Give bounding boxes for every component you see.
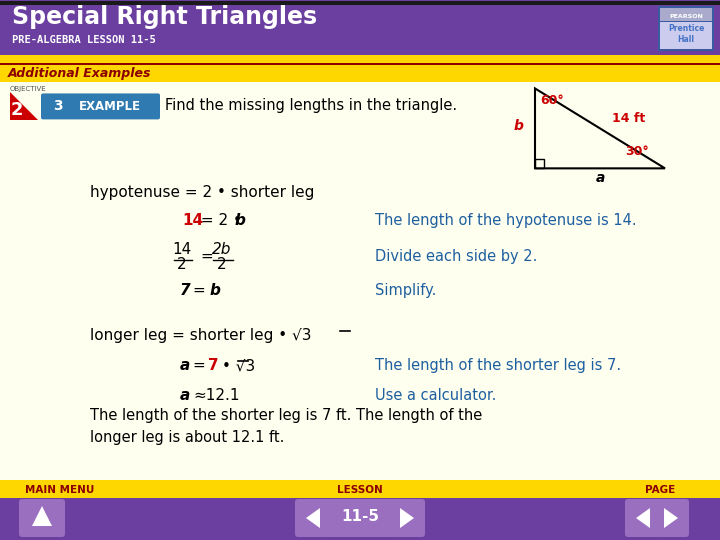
Bar: [660, 23, 712, 50]
Bar: [0, 64, 720, 65]
Text: 2: 2: [11, 102, 23, 119]
Text: Divide each side by 2.: Divide each side by 2.: [375, 249, 537, 264]
Text: 2: 2: [177, 257, 186, 272]
Bar: [535, 159, 544, 168]
Text: =: =: [200, 249, 212, 264]
Text: PRE-ALGEBRA LESSON 11-5: PRE-ALGEBRA LESSON 11-5: [12, 36, 156, 45]
Text: PEARSON: PEARSON: [669, 14, 703, 18]
Text: • √3: • √3: [222, 358, 256, 373]
Text: Prentice: Prentice: [668, 24, 704, 33]
Bar: [660, 8, 712, 22]
Text: Find the missing lengths in the triangle.: Find the missing lengths in the triangle…: [165, 98, 457, 113]
Text: a: a: [180, 388, 190, 403]
Text: The length of the hypotenuse is 14.: The length of the hypotenuse is 14.: [375, 213, 636, 228]
Bar: [0, 1, 720, 56]
Text: LESSON: LESSON: [337, 485, 383, 495]
Text: =: =: [192, 358, 204, 373]
Polygon shape: [10, 92, 38, 120]
Text: 14: 14: [182, 213, 203, 228]
Text: 7: 7: [180, 284, 191, 298]
Text: OBJECTIVE: OBJECTIVE: [10, 86, 47, 92]
Bar: [0, 65, 720, 83]
Text: 11-5: 11-5: [341, 509, 379, 524]
Text: 30°: 30°: [625, 145, 649, 158]
Text: The length of the shorter leg is 7 ft. The length of the
longer leg is about 12.: The length of the shorter leg is 7 ft. T…: [90, 408, 482, 445]
Polygon shape: [32, 506, 52, 526]
Text: Simplify.: Simplify.: [375, 284, 436, 298]
FancyBboxPatch shape: [391, 499, 425, 537]
Text: Hall: Hall: [678, 36, 695, 44]
Text: 14: 14: [172, 242, 192, 257]
Bar: [0, 56, 720, 64]
Bar: [0, 498, 720, 540]
Text: b: b: [210, 284, 221, 298]
FancyBboxPatch shape: [655, 499, 689, 537]
Text: 2b: 2b: [212, 242, 232, 257]
Text: 3: 3: [53, 99, 63, 113]
Polygon shape: [664, 508, 678, 528]
Bar: [0, 480, 720, 498]
Polygon shape: [636, 508, 650, 528]
Text: hypotenuse = 2 • shorter leg: hypotenuse = 2 • shorter leg: [90, 185, 315, 200]
FancyBboxPatch shape: [625, 499, 659, 537]
Polygon shape: [306, 508, 320, 528]
Text: MAIN MENU: MAIN MENU: [25, 485, 95, 495]
Bar: [0, 83, 720, 480]
Text: Special Right Triangles: Special Right Triangles: [12, 5, 317, 30]
Text: a: a: [180, 358, 190, 373]
Bar: [658, 5, 714, 51]
Text: = 2 •: = 2 •: [196, 213, 247, 228]
Text: a: a: [595, 171, 605, 185]
Text: 14 ft: 14 ft: [612, 112, 645, 125]
FancyBboxPatch shape: [295, 499, 329, 537]
Text: 60°: 60°: [540, 94, 564, 107]
Text: 2: 2: [217, 257, 227, 272]
FancyBboxPatch shape: [325, 499, 395, 537]
Text: b: b: [235, 213, 246, 228]
Text: 7: 7: [208, 358, 219, 373]
FancyBboxPatch shape: [19, 499, 65, 537]
Text: b: b: [514, 119, 524, 133]
Text: =: =: [192, 284, 204, 298]
Bar: [0, 1, 720, 4]
Text: longer leg = shorter leg • √3: longer leg = shorter leg • √3: [90, 328, 312, 343]
Polygon shape: [400, 508, 414, 528]
Text: The length of the shorter leg is 7.: The length of the shorter leg is 7.: [375, 358, 621, 373]
Text: ≈12.1: ≈12.1: [193, 388, 240, 403]
Text: PAGE: PAGE: [645, 485, 675, 495]
Text: Additional Examples: Additional Examples: [8, 68, 151, 80]
FancyBboxPatch shape: [41, 93, 160, 119]
Text: EXAMPLE: EXAMPLE: [79, 100, 141, 113]
Text: Use a calculator.: Use a calculator.: [375, 388, 496, 403]
